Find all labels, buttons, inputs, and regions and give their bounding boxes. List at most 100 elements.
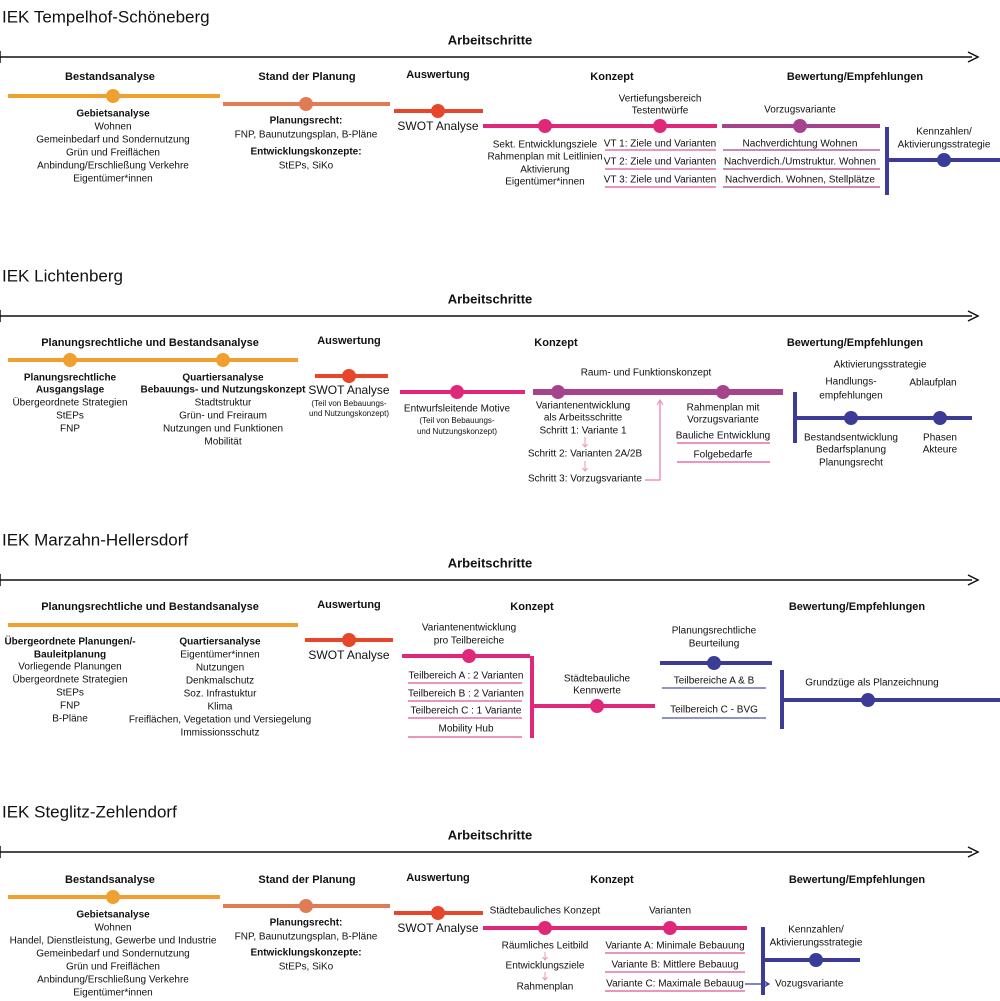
label: Phasen bbox=[923, 433, 957, 444]
label: Vozugsvariante bbox=[775, 979, 844, 990]
label: Sekt. Entwicklungsziele bbox=[493, 140, 598, 151]
label: Entwicklungskonzepte: bbox=[250, 147, 361, 158]
label: Planungsrechtliche bbox=[672, 626, 757, 637]
label: VT 1: Ziele und Varianten bbox=[604, 139, 716, 150]
label: Eigentümer*innen bbox=[73, 988, 153, 999]
node bbox=[299, 97, 313, 111]
node bbox=[707, 656, 721, 670]
arrow-head bbox=[763, 980, 771, 988]
label: Varianten bbox=[649, 906, 691, 917]
label: FNP bbox=[60, 424, 80, 435]
node bbox=[653, 119, 667, 133]
label: Handlungs- bbox=[825, 377, 876, 388]
label: Kennwerte bbox=[573, 686, 621, 697]
node bbox=[431, 906, 445, 920]
node bbox=[716, 385, 730, 399]
label: Gemeinbedarf und Sondernutzung bbox=[36, 135, 189, 146]
label: Anbindung/Erschließung Verkehre bbox=[37, 161, 189, 172]
label: Aktivierungsstrategie bbox=[770, 938, 863, 949]
label: Variantenentwicklung bbox=[536, 401, 630, 412]
label: Mobility Hub bbox=[438, 724, 493, 735]
label: Nutzungen und Funktionen bbox=[163, 424, 283, 435]
heading: Arbeitschritte bbox=[448, 32, 533, 47]
label: VT 3: Ziele und Varianten bbox=[604, 175, 716, 186]
label: (Teil von Bebauungs- bbox=[419, 416, 494, 425]
node bbox=[106, 890, 120, 904]
label: Teilbereich C - BVG bbox=[670, 705, 758, 716]
label: pro Teilbereiche bbox=[434, 636, 505, 647]
label: SWOT Analyse bbox=[308, 383, 389, 397]
node bbox=[844, 411, 858, 425]
label: Raum- und Funktionskonzept bbox=[581, 368, 712, 379]
arrow-head bbox=[967, 310, 980, 322]
label: Grundzüge als Planzeichnung bbox=[805, 678, 938, 689]
section-title: IEK Lichtenberg bbox=[2, 266, 123, 285]
label: Nachverdich. Wohnen, Stellplätze bbox=[725, 175, 875, 186]
node bbox=[809, 953, 823, 967]
label: Teilbereich A : 2 Varianten bbox=[409, 671, 524, 682]
label: Planungsrecht: bbox=[270, 918, 343, 929]
label: Entwurfsleitende Motive bbox=[404, 404, 511, 415]
label: als Arbeitsschritte bbox=[544, 413, 623, 424]
arrow-head bbox=[542, 976, 548, 981]
label: SWOT Analyse bbox=[397, 119, 478, 133]
phase-header: Auswertung bbox=[317, 599, 381, 611]
label: Folgebedarfe bbox=[694, 450, 753, 461]
label: und Nutzungskonzept) bbox=[417, 427, 497, 436]
node bbox=[538, 921, 552, 935]
section-title: IEK Marzahn-Hellersdorf bbox=[2, 530, 188, 549]
node bbox=[861, 693, 875, 707]
label: Rahmenplan mit Leitlinien bbox=[487, 152, 602, 163]
label: Wohnen bbox=[94, 122, 131, 133]
label: Quartiersanalyse bbox=[182, 373, 264, 384]
label: Immissionsschutz bbox=[181, 728, 260, 739]
label: Übergeordnete Planungen/- bbox=[4, 635, 135, 648]
phase-header: Stand der Planung bbox=[258, 71, 355, 83]
label: Schritt 2: Varianten 2A/2B bbox=[528, 449, 643, 460]
phase-header: Bestandsanalyse bbox=[65, 71, 155, 83]
label: Übergeordnete Strategien bbox=[12, 397, 127, 409]
label: Teilbereiche A & B bbox=[674, 676, 755, 687]
node bbox=[937, 153, 951, 167]
label: Rahmenplan mit bbox=[687, 403, 760, 414]
label: Planungsrecht bbox=[819, 458, 883, 469]
label: FNP bbox=[60, 701, 80, 712]
label: Planungsrechtliche bbox=[24, 373, 117, 384]
phase-header: Konzept bbox=[534, 337, 578, 349]
phase-header: Bewertung/Empfehlungen bbox=[787, 71, 924, 83]
arrow-head bbox=[582, 467, 588, 472]
label: Stadtstruktur bbox=[195, 398, 252, 409]
label: Quartiersanalyse bbox=[179, 637, 261, 648]
label: Teilbereich B : 2 Varianten bbox=[408, 689, 524, 700]
label: Entwicklungskonzepte: bbox=[250, 948, 361, 959]
phase-header: Auswertung bbox=[406, 872, 470, 884]
label: B-Pläne bbox=[52, 714, 88, 725]
arrow-head bbox=[967, 51, 980, 63]
label: SWOT Analyse bbox=[397, 921, 478, 935]
label: Grün- und Freiraum bbox=[179, 411, 267, 422]
arrow-head bbox=[656, 398, 664, 406]
phase-header: Planungsrechtliche und Bestandsanalyse bbox=[41, 337, 259, 349]
label: Eigentümer*innen bbox=[180, 650, 260, 661]
label: Schritt 1: Variante 1 bbox=[539, 426, 627, 437]
label: Klima bbox=[207, 702, 232, 713]
label: StEPs bbox=[56, 411, 84, 422]
node bbox=[551, 385, 565, 399]
label: Nachverdich./Umstruktur. Wohnen bbox=[724, 157, 876, 168]
label: Kennzahlen/ bbox=[916, 127, 972, 138]
label: Vorzugsvariante bbox=[764, 105, 836, 116]
label: Denkmalschutz bbox=[186, 676, 254, 687]
label: Beurteilung bbox=[689, 639, 740, 650]
label: Nachverdichtung Wohnen bbox=[743, 139, 858, 150]
label: Vorzugsvariante bbox=[687, 415, 759, 426]
label: Bedarfsplanung bbox=[816, 445, 886, 456]
label: Schritt 3: Vorzugsvariante bbox=[528, 474, 642, 485]
label: Soz. Infrastuktur bbox=[184, 689, 257, 700]
label: Räumliches Leitbild bbox=[502, 941, 589, 952]
label: Entwicklungsziele bbox=[506, 961, 585, 972]
arrow-head bbox=[582, 443, 588, 448]
phase-header: Bestandsanalyse bbox=[65, 874, 155, 886]
node bbox=[933, 411, 947, 425]
phase-header: Konzept bbox=[510, 601, 554, 613]
